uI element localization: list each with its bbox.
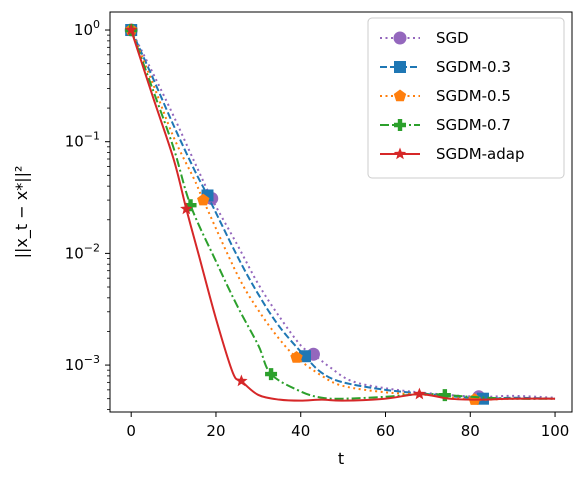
data-point-sgdm-adap bbox=[413, 387, 426, 400]
plot-area bbox=[124, 23, 556, 405]
legend-item-sgdm-adap: SGDM-adap bbox=[380, 145, 524, 163]
x-axis-label: t bbox=[338, 449, 344, 468]
legend-marker-sgdm-0-7 bbox=[394, 119, 406, 131]
legend-label-sgdm-0-3: SGDM-0.3 bbox=[436, 58, 511, 76]
legend-label-sgd: SGD bbox=[436, 29, 469, 47]
data-point-sgdm-0-7 bbox=[184, 199, 197, 212]
data-point-sgdm-adap bbox=[125, 23, 138, 36]
plot-frame bbox=[109, 11, 573, 413]
y-axis-label: ||x_t − x*||² bbox=[12, 166, 32, 259]
legend-item-sgdm-0-7: SGDM-0.7 bbox=[380, 116, 511, 134]
series-line-sgdm-0-5 bbox=[130, 29, 556, 401]
y-tick-label: 10−3 bbox=[65, 353, 100, 374]
y-tick-label: 10−2 bbox=[65, 241, 100, 262]
data-point-sgdm-0-5 bbox=[197, 193, 210, 206]
legend-item-sgdm-0-3: SGDM-0.3 bbox=[380, 58, 511, 76]
legend-marker-sgdm-0-3 bbox=[394, 61, 406, 73]
data-point-sgdm-0-3 bbox=[298, 350, 311, 363]
x-tick-label: 80 bbox=[461, 422, 480, 440]
data-point-sgdm-0-5 bbox=[290, 350, 303, 363]
x-tick-label: 60 bbox=[376, 422, 395, 440]
legend-label-sgdm-0-7: SGDM-0.7 bbox=[436, 116, 511, 134]
data-point-sgdm-adap bbox=[180, 202, 193, 215]
series-sgdm-adap bbox=[125, 23, 556, 402]
y-tick-label: 100 bbox=[74, 18, 100, 39]
x-tick-label: 100 bbox=[541, 422, 570, 440]
legend-label-sgdm-0-5: SGDM-0.5 bbox=[436, 87, 511, 105]
data-point-sgdm-0-7 bbox=[265, 368, 278, 381]
legend-marker-sgd bbox=[393, 31, 407, 45]
legend: SGD SGDM-0.3 SGDM-0.5 SGDM-0.7 SGDM-adap bbox=[367, 17, 565, 179]
legend-item-sgdm-0-5: SGDM-0.5 bbox=[380, 87, 511, 105]
data-point-sgdm-0-7 bbox=[438, 389, 451, 402]
legend-label-sgdm-adap: SGDM-adap bbox=[436, 145, 524, 163]
data-point-sgdm-adap bbox=[235, 374, 248, 387]
legend-box bbox=[367, 17, 565, 179]
legend-item-sgd: SGD bbox=[380, 29, 469, 47]
grid-and-ticks: 0 20 40 60 80 100 100 10−1 10−2 10−3 bbox=[65, 18, 570, 440]
legend-marker-sgdm-0-5 bbox=[393, 89, 407, 102]
x-tick-label: 20 bbox=[206, 422, 225, 440]
x-tick-label: 0 bbox=[126, 422, 136, 440]
legend-marker-sgdm-adap bbox=[393, 147, 407, 160]
y-tick-label: 10−1 bbox=[65, 130, 100, 151]
x-tick-label: 40 bbox=[291, 422, 310, 440]
